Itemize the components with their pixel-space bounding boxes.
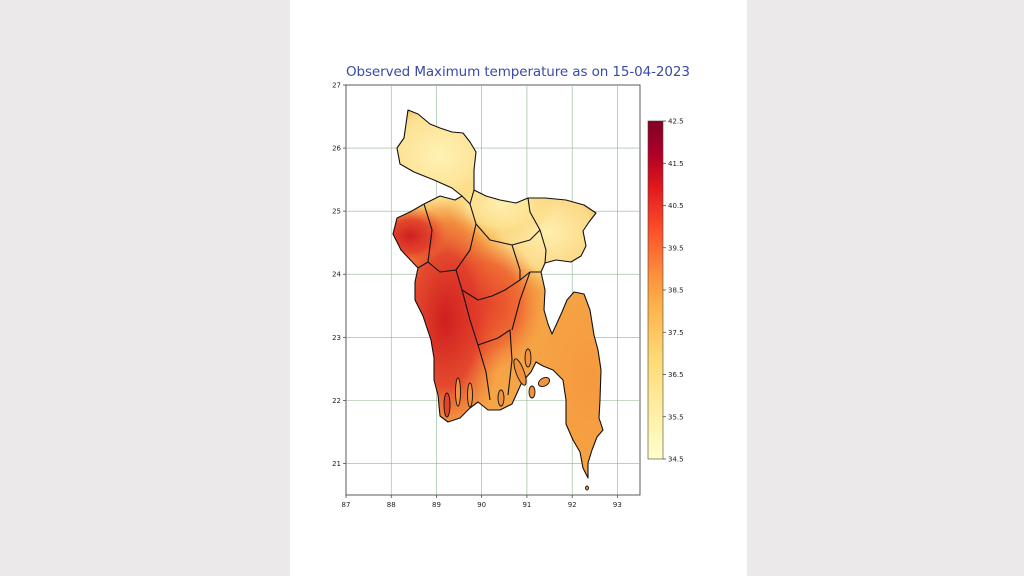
division-line-sylhet: [539, 229, 547, 264]
y-axis-ticks: 21 22 23 24 25 26 27: [332, 82, 346, 468]
colorbar-tick-label: 34.5: [668, 456, 684, 464]
colorbar-tick-label: 41.5: [668, 160, 684, 168]
colorbar-tick-label: 36.5: [668, 371, 684, 379]
colorbar-tick-label: 40.5: [668, 202, 684, 210]
y-tick-label: 22: [332, 397, 341, 405]
country-outline: [392, 109, 604, 479]
coastal-islands: [443, 348, 589, 491]
colorbar-tick-label: 39.5: [668, 244, 684, 252]
division-line-barisal: [477, 329, 513, 396]
x-tick-label: 92: [568, 501, 577, 509]
map-title: Observed Maximum temperature as on 15-04…: [346, 64, 690, 80]
colorbar-ticks: 42.5 41.5 40.5 39.5 38.5 37.5 36.5 35.5 34.5: [663, 118, 684, 464]
division-boundaries: [392, 109, 604, 479]
colorbar-tick-label: 42.5: [668, 118, 684, 126]
division-line-dhaka-south: [455, 269, 541, 301]
colorbar-tick-label: 38.5: [668, 287, 684, 295]
division-line-chittagong: [511, 244, 531, 331]
division-line-rajshahi: [417, 203, 433, 269]
x-tick-label: 90: [477, 501, 486, 509]
x-tick-label: 88: [387, 501, 396, 509]
y-tick-label: 21: [332, 460, 341, 468]
x-axis-ticks: 87 88 89 90 91 92 93: [342, 495, 622, 509]
x-tick-label: 93: [613, 501, 622, 509]
y-tick-label: 25: [332, 208, 341, 216]
x-tick-label: 87: [342, 501, 351, 509]
colorbar: [647, 120, 664, 460]
division-line-mymensingh: [469, 197, 541, 246]
colorbar-tick-label: 35.5: [668, 413, 684, 421]
y-tick-label: 23: [332, 334, 341, 342]
x-tick-label: 89: [432, 501, 441, 509]
y-tick-label: 24: [332, 271, 341, 279]
y-tick-label: 27: [332, 82, 341, 90]
y-tick-label: 26: [332, 145, 341, 153]
colorbar-tick-label: 37.5: [668, 329, 684, 337]
x-tick-label: 91: [522, 501, 531, 509]
